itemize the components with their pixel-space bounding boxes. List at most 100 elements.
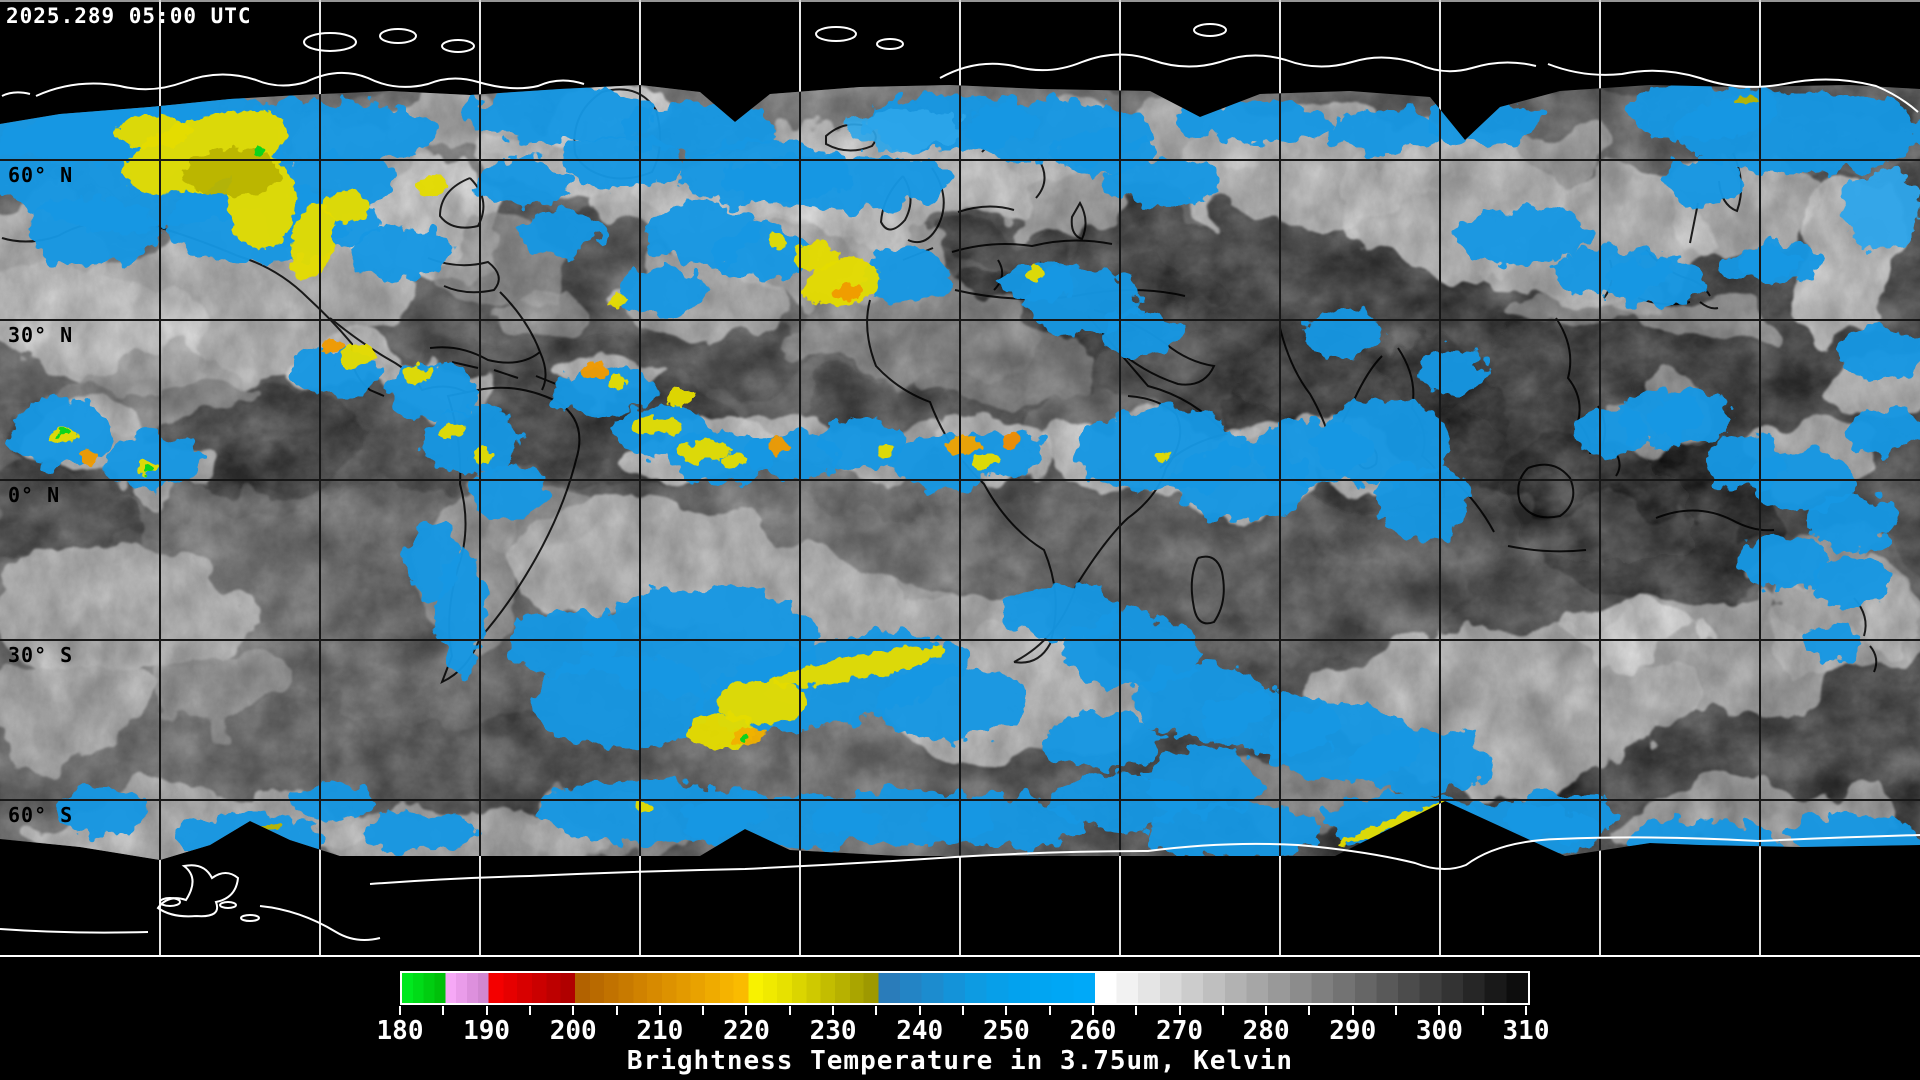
cold-cloud-blob <box>1722 246 1802 280</box>
convection-blob <box>144 465 154 473</box>
colorbar-tick-label: 240 <box>896 1016 944 1046</box>
timestamp: 2025.289 05:00 UTC <box>6 4 252 28</box>
colorbar-tick <box>1005 1006 1008 1015</box>
cold-cloud-blob <box>845 108 965 148</box>
cold-cloud-blob <box>474 158 570 206</box>
coastline <box>1070 200 1087 241</box>
colorbar-tick-label: 250 <box>982 1016 1030 1046</box>
colorbar-tick <box>442 1006 445 1015</box>
cold-cloud-blob <box>1662 158 1742 206</box>
island-outline <box>219 901 237 909</box>
island-outline <box>159 897 181 907</box>
colorbar-tick-label: 270 <box>1156 1016 1204 1046</box>
colorbar-tick-label: 190 <box>463 1016 511 1046</box>
convection-blob <box>324 188 366 222</box>
cold-cloud-blob <box>404 524 460 600</box>
convection-blob <box>631 801 653 811</box>
cold-cloud-blob <box>1374 464 1470 540</box>
island-outline <box>815 26 857 42</box>
colorbar-tick <box>1395 1006 1398 1015</box>
cold-cloud-blob <box>1177 102 1333 142</box>
colorbar-tick-label: 230 <box>809 1016 857 1046</box>
cold-cloud-blob <box>1327 110 1443 154</box>
colorbar-tick <box>1265 1006 1268 1015</box>
convection-blob <box>1155 451 1169 461</box>
convection-blob <box>1028 268 1046 278</box>
convection-blob <box>1337 801 1447 845</box>
cold-cloud-blob <box>1044 714 1160 770</box>
cold-cloud-blob <box>1609 258 1705 306</box>
grid-layer-data <box>0 0 1920 955</box>
colorbar-tick <box>1481 1006 1484 1015</box>
cold-cloud-blob <box>723 154 953 210</box>
colorbar-tick <box>1438 1006 1441 1015</box>
convection-blob <box>1734 96 1760 106</box>
convection-blob <box>57 429 69 437</box>
cold-cloud-blob <box>1354 729 1490 795</box>
coastline <box>1517 463 1575 519</box>
convection-blob <box>1003 435 1021 447</box>
colorbar-tick <box>1308 1006 1311 1015</box>
cold-cloud-blob <box>1144 749 1260 815</box>
colorbar-tick <box>1221 1006 1224 1015</box>
colorbar-caption: Brightness Temperature in 3.75um, Kelvin <box>626 1046 1294 1076</box>
colorbar-tick-label: 220 <box>722 1016 770 1046</box>
island-outline <box>303 32 357 52</box>
colorbar-tick-label: 290 <box>1329 1016 1377 1046</box>
island-outline <box>441 39 475 53</box>
latitude-label: 60° N <box>8 163 74 187</box>
convection-blob <box>945 437 979 455</box>
cold-cloud-blob <box>1454 208 1590 264</box>
cold-cloud-blob <box>1618 388 1706 444</box>
colorbar-tick-label: 300 <box>1415 1016 1463 1046</box>
coastline <box>939 53 1537 79</box>
convection-blob <box>974 453 1000 469</box>
colorbar-tick-label: 260 <box>1069 1016 1117 1046</box>
island-outline <box>240 914 260 922</box>
cold-cloud-blob <box>1054 130 1150 174</box>
coastline <box>0 928 149 934</box>
colorbar-tick <box>1525 1006 1527 1015</box>
cold-cloud-blob <box>1314 399 1450 485</box>
cold-cloud-blob <box>534 654 710 750</box>
colorbar-tick <box>788 1006 791 1015</box>
cold-cloud-blob <box>1734 534 1830 590</box>
colorbar-tick <box>745 1006 748 1015</box>
cold-cloud-blob <box>1622 85 1778 140</box>
cold-cloud-blob <box>504 609 620 675</box>
convection-blob <box>184 150 280 194</box>
cold-cloud-blob <box>862 250 950 302</box>
colorbar-tick <box>1178 1006 1181 1015</box>
colorbar-tick <box>572 1006 575 1015</box>
convection-blob <box>675 440 729 462</box>
coastline <box>35 71 585 97</box>
coastline <box>451 361 557 385</box>
coastline <box>156 864 240 918</box>
cold-cloud-blob <box>24 198 160 266</box>
convection-blob <box>441 424 463 440</box>
coastline <box>1689 202 1699 244</box>
convection-blob <box>718 679 806 725</box>
world-satellite-map <box>0 0 1920 958</box>
latitude-label: 60° S <box>8 803 74 827</box>
cold-cloud-blob <box>1812 558 1892 606</box>
colorbar-tick <box>528 1006 531 1015</box>
latitude-label: 30° S <box>8 643 74 667</box>
convection-blob <box>835 284 861 300</box>
convection-blob <box>804 257 880 307</box>
coastline <box>1 91 31 97</box>
coastline <box>1507 545 1587 553</box>
island-outline <box>1193 23 1227 37</box>
colorbar-tick-label: 180 <box>376 1016 424 1046</box>
cold-cloud-blob <box>924 796 1080 848</box>
coastline <box>427 257 500 294</box>
colorbar-tick <box>875 1006 878 1015</box>
colorbar-tick <box>658 1006 661 1015</box>
convection-blob <box>793 242 839 270</box>
convection-blob <box>288 204 336 280</box>
cold-cloud-blob <box>354 224 450 280</box>
convection-blob <box>78 450 96 462</box>
convection-blob <box>878 447 896 459</box>
convection-blob <box>114 116 190 148</box>
